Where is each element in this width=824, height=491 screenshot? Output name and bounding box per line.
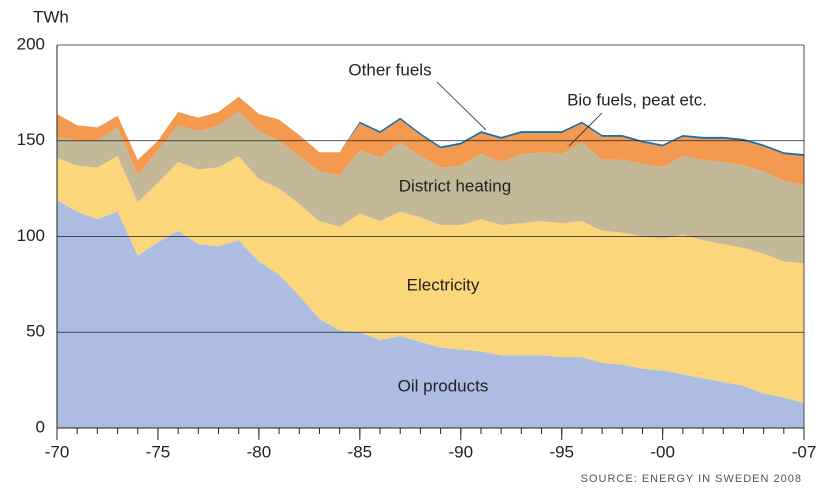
x-tick-label: -00 <box>650 442 675 461</box>
x-tick-label: -75 <box>146 442 171 461</box>
series-label: Oil products <box>398 376 489 395</box>
series-label: Other fuels <box>348 60 431 79</box>
area <box>57 156 804 404</box>
y-tick-label: 200 <box>17 34 45 53</box>
x-tick-label: -95 <box>549 442 574 461</box>
x-tick-label: -07 <box>792 442 817 461</box>
y-tick-label: 100 <box>17 226 45 245</box>
y-axis-label: TWh <box>33 7 69 26</box>
y-tick-label: 50 <box>26 322 45 341</box>
series-label: Electricity <box>407 275 480 294</box>
area <box>57 200 804 428</box>
leader-line <box>436 81 487 131</box>
x-tick-label: -85 <box>348 442 373 461</box>
x-tick-label: -80 <box>247 442 272 461</box>
x-tick-label: -70 <box>45 442 70 461</box>
series-label: District heating <box>399 176 511 195</box>
x-tick-label: -90 <box>448 442 473 461</box>
series-label: Bio fuels, peat etc. <box>567 90 707 109</box>
leader-line <box>568 112 603 147</box>
y-tick-label: 0 <box>36 417 45 436</box>
source: SOURCE: ENERGY IN SWEDEN 2008 <box>581 473 802 485</box>
y-tick-label: 150 <box>17 130 45 149</box>
area <box>57 112 804 264</box>
